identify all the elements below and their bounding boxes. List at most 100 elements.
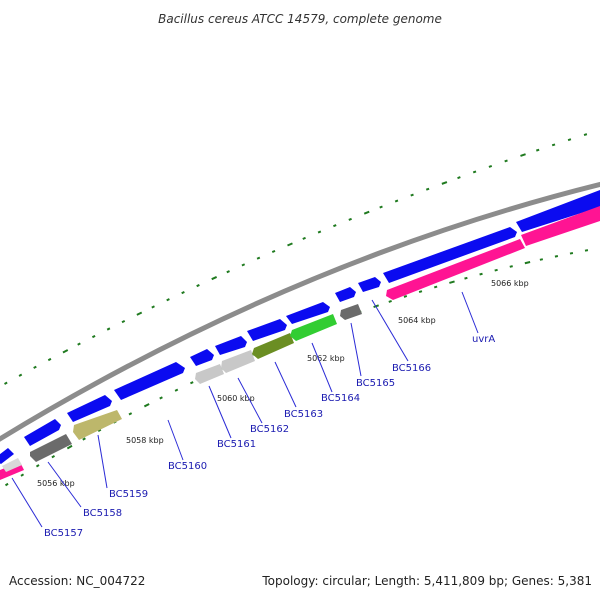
cds-arrow [286,302,330,324]
scale-tick [166,298,170,302]
scale-tick [410,193,414,197]
cds-arrow [386,239,525,300]
scale-tick [18,373,23,377]
scale-tick [241,263,246,267]
cds-arrow [0,448,14,464]
gene-label[interactable]: uvrA [472,334,495,345]
scale-tick [121,320,126,324]
cds-arrow [335,287,356,302]
scale-tick [333,224,337,228]
scale-tick [551,143,556,147]
forward-strand-features [0,190,600,464]
gene-label[interactable]: BC5166 [392,363,431,374]
scale-tick [441,181,448,185]
scale-tick [554,255,559,258]
scale-tick [47,357,52,362]
scale-tick [302,236,306,240]
scale-tick [583,133,588,136]
scale-tick [363,210,370,215]
scale-tick [106,327,111,331]
scale-tick [504,159,508,163]
scale-tick [488,164,493,168]
scale-tick [535,148,540,152]
gene-label[interactable]: BC5157 [44,528,83,539]
cds-arrow [340,304,362,320]
scale-tick [425,187,430,191]
gene-label[interactable]: BC5160 [168,461,207,472]
scale-tick [226,270,230,274]
scale-tick [159,396,163,400]
cds-arrow [252,333,294,359]
cds-arrow [383,227,517,283]
cds-arrow [30,434,72,462]
kbp-label: 5066 kbp [491,279,529,288]
gene-label[interactable]: BC5165 [356,378,395,389]
scale-tick [181,291,185,295]
scale-tick [509,265,513,268]
scale-tick [494,268,498,272]
accession-text: Accession: NC_004722 [9,574,145,588]
gene-label[interactable]: BC5162 [250,424,289,435]
scale-tick [128,412,133,416]
reverse-strand-features [0,206,600,480]
scale-tick [174,388,179,392]
cds-arrow [24,419,61,446]
cds-arrow [221,350,255,373]
scale-tick [472,170,477,174]
scale-tick [143,403,150,408]
kbp-label: 5064 kbp [398,316,436,325]
gene-labels: BC5157 BC5158 BC5159 BC5160 BC5161 BC516… [44,334,495,539]
gene-label[interactable]: BC5161 [217,439,256,450]
genome-summary-text: Topology: circular; Length: 5,411,809 bp… [261,574,592,588]
cds-arrow [247,319,287,341]
scale-tick [567,138,572,142]
scale-tick [4,381,8,385]
scale-tick [190,381,194,385]
gene-leader-lines [11,291,479,528]
cds-arrow [73,410,122,440]
kbp-label: 5058 kbp [126,436,164,445]
gene-label[interactable]: BC5163 [284,409,323,420]
scale-tick [457,176,461,180]
cds-arrow [290,314,337,341]
scale-tick [136,311,143,316]
kbp-label: 5056 kbp [37,479,75,488]
scale-tick [82,437,86,441]
scale-tick [211,276,218,281]
scale-tick [256,256,261,260]
scale-tick [403,295,408,298]
gene-label[interactable]: BC5159 [109,489,148,500]
cds-arrow [215,336,247,355]
scale-tick [584,249,589,252]
scale-tick [348,217,352,221]
scale-tick [51,455,55,459]
scale-tick [418,290,423,294]
scale-tick [464,276,468,280]
gene-label[interactable]: BC5164 [321,393,360,404]
gene-label[interactable]: BC5158 [83,508,122,519]
scale-tick [271,249,276,254]
scale-tick [433,285,438,289]
scale-tick [77,342,81,346]
kbp-scale-labels: 5056 kbp 5058 kbp 5060 kbp 5062 kbp 5064… [37,279,529,488]
scale-tick [524,261,531,265]
cds-arrow [2,458,22,472]
genome-backbone [0,181,600,442]
cds-arrow [358,277,381,292]
kbp-label: 5060 kbp [217,394,255,403]
scale-tick [196,284,200,288]
scale-tick [479,272,483,276]
scale-tick [4,482,9,487]
scale-tick [33,365,37,369]
scale-tick [62,349,69,354]
scale-tick [35,464,40,468]
scale-tick [394,199,399,203]
scale-tick [20,473,25,477]
map-title: Bacillus cereus ATCC 14579, complete gen… [158,12,442,26]
scale-tick [520,153,526,157]
cds-arrow [195,364,224,384]
cds-arrow [114,362,185,400]
scale-tick [569,251,574,255]
scale-tick [539,258,544,261]
